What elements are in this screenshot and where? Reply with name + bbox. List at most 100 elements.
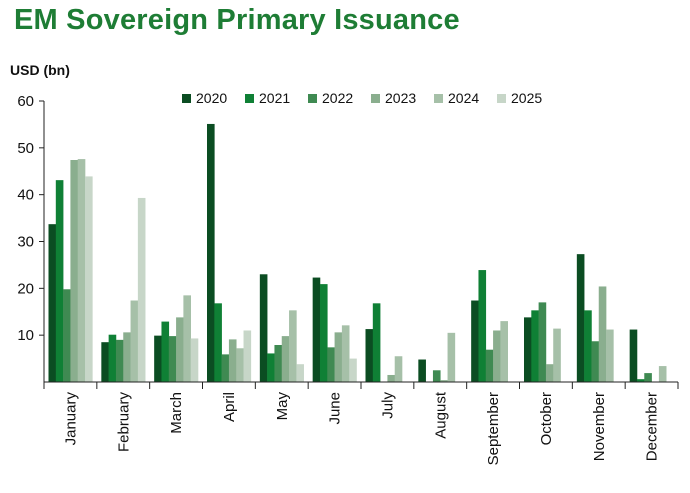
x-category-label: May bbox=[274, 392, 291, 421]
y-axis: 10 20 30 40 50 60 bbox=[17, 93, 45, 382]
bar-2024-march bbox=[183, 295, 191, 382]
x-category-label: June bbox=[327, 392, 344, 425]
y-axis-unit-label: USD (bn) bbox=[10, 62, 70, 78]
legend-label-2022: 2022 bbox=[322, 90, 353, 106]
bar-2025-january bbox=[85, 176, 93, 382]
bar-2021-july bbox=[372, 303, 381, 382]
bar-2021-april bbox=[214, 303, 222, 382]
bar-2021-november bbox=[584, 310, 592, 382]
bar-2023-june bbox=[334, 332, 343, 382]
x-axis: January February March April May June July Augu… bbox=[43, 381, 679, 465]
bar-2025-may bbox=[296, 364, 304, 382]
bar-2022-april bbox=[221, 354, 230, 382]
bar-2025-april bbox=[243, 330, 252, 382]
bar-2021-december bbox=[636, 379, 645, 382]
bar-2020-may bbox=[259, 274, 268, 382]
bar-2023-may bbox=[281, 336, 290, 382]
bar-2022-may bbox=[274, 345, 283, 382]
bar-2024-may bbox=[289, 310, 297, 382]
bar-2020-october bbox=[524, 317, 532, 382]
legend-swatch-2021 bbox=[245, 94, 254, 103]
y-tick-label: 60 bbox=[17, 93, 34, 110]
bar-2024-august bbox=[447, 332, 456, 382]
legend-swatch-2020 bbox=[182, 94, 191, 103]
bar-2024-october bbox=[553, 328, 561, 382]
bar-2024-september bbox=[500, 321, 508, 382]
bar-2022-june bbox=[327, 347, 335, 382]
x-category-label: October bbox=[538, 392, 555, 445]
bar-2022-december bbox=[644, 373, 652, 382]
bar-2020-march bbox=[154, 335, 162, 382]
bar-2021-february bbox=[108, 334, 117, 382]
x-category-label: February bbox=[115, 392, 132, 453]
bar-2024-november bbox=[606, 329, 614, 382]
bar-2024-january bbox=[77, 159, 86, 382]
x-category-label: August bbox=[432, 391, 449, 439]
bar-2020-august bbox=[418, 359, 426, 382]
bar-2021-march bbox=[161, 321, 170, 382]
bar-2022-august bbox=[432, 370, 441, 382]
bar-2020-january bbox=[48, 224, 57, 382]
bar-2020-december bbox=[629, 329, 638, 382]
y-tick-label: 50 bbox=[17, 140, 34, 157]
bar-2023-november bbox=[598, 286, 607, 382]
bar-2023-april bbox=[228, 339, 237, 382]
bar-2021-may bbox=[267, 353, 275, 382]
bar-2025-june bbox=[349, 358, 357, 382]
bar-2023-july bbox=[387, 374, 396, 382]
legend-swatch-2023 bbox=[371, 94, 380, 103]
bar-2024-april bbox=[236, 348, 244, 382]
legend: 2020 2021 2022 2023 2024 2025 bbox=[182, 90, 542, 106]
bar-2020-april bbox=[207, 123, 215, 382]
legend-label-2023: 2023 bbox=[385, 90, 416, 106]
legend-swatch-2025 bbox=[497, 94, 506, 103]
x-category-label: January bbox=[62, 392, 79, 446]
bar-2021-october bbox=[531, 310, 539, 382]
legend-swatch-2022 bbox=[308, 94, 317, 103]
bar-2023-march bbox=[176, 317, 184, 382]
x-category-label: March bbox=[168, 392, 185, 434]
legend-label-2024: 2024 bbox=[448, 90, 479, 106]
bar-2020-july bbox=[365, 329, 374, 382]
bar-2024-july bbox=[394, 356, 403, 382]
bar-2020-september bbox=[471, 300, 479, 382]
bar-2022-february bbox=[115, 339, 124, 382]
bar-2022-october bbox=[538, 302, 547, 382]
bar-2020-february bbox=[101, 342, 109, 382]
y-tick-label: 20 bbox=[17, 280, 34, 297]
x-category-label: December bbox=[644, 392, 661, 461]
bar-2024-february bbox=[130, 300, 139, 382]
bar-2022-january bbox=[63, 289, 71, 382]
legend-label-2025: 2025 bbox=[511, 90, 542, 106]
bar-2023-january bbox=[70, 160, 79, 382]
bar-2022-march bbox=[168, 336, 177, 382]
x-category-label: November bbox=[591, 392, 608, 461]
bar-2021-september bbox=[478, 270, 487, 382]
bar-2023-october bbox=[545, 364, 554, 382]
legend-swatch-2024 bbox=[434, 94, 443, 103]
y-tick-label: 40 bbox=[17, 187, 34, 204]
y-tick-label: 30 bbox=[17, 234, 34, 251]
chart-title: EM Sovereign Primary Issuance bbox=[14, 4, 460, 36]
bar-2022-november bbox=[591, 341, 600, 382]
bar-2021-january bbox=[55, 180, 64, 382]
legend-label-2021: 2021 bbox=[259, 90, 290, 106]
bar-2020-june bbox=[312, 277, 321, 382]
bar-2025-march bbox=[190, 338, 199, 382]
bar-2023-september bbox=[493, 330, 501, 382]
y-tick-label: 10 bbox=[17, 327, 34, 344]
bar-2024-december bbox=[658, 366, 667, 382]
bar-2021-june bbox=[319, 284, 328, 382]
legend-label-2020: 2020 bbox=[196, 90, 227, 106]
bars bbox=[48, 123, 667, 382]
bar-2025-february bbox=[137, 197, 146, 382]
bar-2022-september bbox=[485, 349, 494, 382]
x-category-label: September bbox=[485, 392, 502, 465]
bar-2023-february bbox=[123, 332, 131, 382]
x-category-label: July bbox=[379, 392, 396, 419]
bar-2024-june bbox=[341, 325, 350, 382]
bar-2023-august bbox=[440, 380, 448, 382]
bar-2020-november bbox=[576, 254, 585, 382]
x-category-label: April bbox=[221, 392, 238, 422]
